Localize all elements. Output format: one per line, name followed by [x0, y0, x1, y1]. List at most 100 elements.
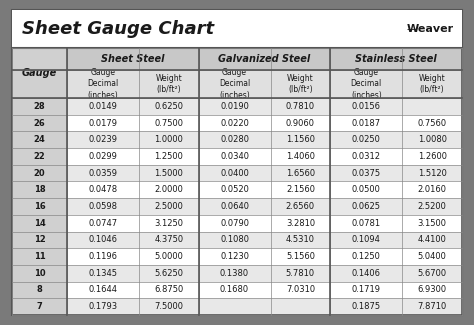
Text: 24: 24	[34, 135, 46, 144]
Text: 0.0239: 0.0239	[88, 135, 118, 144]
Text: 0.0478: 0.0478	[88, 185, 118, 194]
Text: 1.6560: 1.6560	[286, 169, 315, 178]
Bar	[67, 131, 462, 148]
Text: 2.5200: 2.5200	[418, 202, 447, 211]
Bar	[12, 48, 462, 315]
Text: 0.1380: 0.1380	[220, 269, 249, 278]
Text: 10: 10	[34, 269, 45, 278]
Text: 0.1680: 0.1680	[220, 285, 249, 294]
Text: 0.6250: 0.6250	[154, 102, 183, 111]
Text: 26: 26	[34, 119, 46, 127]
Bar	[67, 231, 462, 248]
Text: 0.0190: 0.0190	[220, 102, 249, 111]
Bar	[67, 70, 462, 98]
Bar	[67, 115, 462, 131]
Text: 1.0080: 1.0080	[418, 135, 447, 144]
Text: 5.7810: 5.7810	[286, 269, 315, 278]
Text: 5.6250: 5.6250	[154, 269, 183, 278]
Text: 0.7810: 0.7810	[286, 102, 315, 111]
Text: 0.0156: 0.0156	[352, 102, 381, 111]
Text: Sheet Steel: Sheet Steel	[101, 54, 164, 64]
Text: 1.4060: 1.4060	[286, 152, 315, 161]
Bar	[67, 148, 462, 165]
Text: 0.0299: 0.0299	[89, 152, 117, 161]
Text: 0.0187: 0.0187	[352, 119, 381, 127]
Text: 1.2600: 1.2600	[418, 152, 447, 161]
Text: 0.0179: 0.0179	[88, 119, 118, 127]
Text: 0.7500: 0.7500	[154, 119, 183, 127]
Text: 5.1560: 5.1560	[286, 252, 315, 261]
Bar	[67, 181, 462, 198]
Text: 7.5000: 7.5000	[154, 302, 183, 311]
Text: Sheet Gauge Chart: Sheet Gauge Chart	[22, 20, 214, 38]
Text: Galvanized Steel: Galvanized Steel	[219, 54, 310, 64]
Text: 1.0000: 1.0000	[154, 135, 183, 144]
Text: 1.2500: 1.2500	[154, 152, 183, 161]
Text: 18: 18	[34, 185, 45, 194]
Text: 0.0359: 0.0359	[88, 169, 118, 178]
Text: 3.1250: 3.1250	[154, 219, 183, 228]
Bar	[67, 165, 462, 181]
Text: 0.0280: 0.0280	[220, 135, 249, 144]
Text: Weaver: Weaver	[407, 24, 454, 34]
Text: Weight
(lb/ft²): Weight (lb/ft²)	[155, 74, 182, 94]
Text: 0.0340: 0.0340	[220, 152, 249, 161]
Text: 2.0000: 2.0000	[154, 185, 183, 194]
Bar	[67, 298, 462, 315]
Text: Weight
(lb/ft²): Weight (lb/ft²)	[419, 74, 446, 94]
Text: 0.1875: 0.1875	[352, 302, 381, 311]
Text: 14: 14	[34, 219, 46, 228]
Text: 4.3750: 4.3750	[154, 235, 183, 244]
Text: 2.5000: 2.5000	[154, 202, 183, 211]
Text: 7: 7	[36, 302, 42, 311]
Text: 3.2810: 3.2810	[286, 219, 315, 228]
Text: 1.5000: 1.5000	[154, 169, 183, 178]
Text: 2.1560: 2.1560	[286, 185, 315, 194]
Text: 0.0520: 0.0520	[220, 185, 249, 194]
Bar	[67, 265, 462, 282]
Text: 4.5310: 4.5310	[286, 235, 315, 244]
Text: 0.0149: 0.0149	[89, 102, 117, 111]
Text: 0.1046: 0.1046	[88, 235, 118, 244]
Text: 0.0747: 0.0747	[88, 219, 118, 228]
Text: 4.4100: 4.4100	[418, 235, 447, 244]
Text: 5.0000: 5.0000	[154, 252, 183, 261]
Text: 12: 12	[34, 235, 46, 244]
Text: 0.1196: 0.1196	[88, 252, 118, 261]
Text: 0.7560: 0.7560	[418, 119, 447, 127]
Text: 0.9060: 0.9060	[286, 119, 315, 127]
Text: 0.1345: 0.1345	[88, 269, 118, 278]
Text: 8: 8	[36, 285, 42, 294]
Bar	[67, 48, 462, 70]
Text: 5.0400: 5.0400	[418, 252, 447, 261]
Text: 0.0250: 0.0250	[352, 135, 381, 144]
Text: 0.1406: 0.1406	[352, 269, 381, 278]
Text: 3.1500: 3.1500	[418, 219, 447, 228]
Text: 0.0400: 0.0400	[220, 169, 249, 178]
Text: 0.0790: 0.0790	[220, 219, 249, 228]
Bar	[67, 282, 462, 298]
Text: Gauge: Gauge	[22, 68, 57, 78]
Text: 0.1094: 0.1094	[352, 235, 381, 244]
Text: 6.8750: 6.8750	[154, 285, 183, 294]
Text: 0.1250: 0.1250	[352, 252, 381, 261]
Text: 5.6700: 5.6700	[418, 269, 447, 278]
Text: 0.0312: 0.0312	[352, 152, 381, 161]
Text: 2.6560: 2.6560	[286, 202, 315, 211]
Text: 11: 11	[34, 252, 46, 261]
Text: 0.0220: 0.0220	[220, 119, 249, 127]
Text: Weight
(lb/ft²): Weight (lb/ft²)	[287, 74, 314, 94]
Text: 0.1080: 0.1080	[220, 235, 249, 244]
Text: 0.0625: 0.0625	[352, 202, 381, 211]
Text: 0.0640: 0.0640	[220, 202, 249, 211]
Text: Gauge
Decimal
(inches): Gauge Decimal (inches)	[351, 68, 382, 100]
Bar	[67, 215, 462, 231]
Text: 0.0500: 0.0500	[352, 185, 381, 194]
Text: 22: 22	[34, 152, 46, 161]
Text: 28: 28	[34, 102, 45, 111]
Text: 0.1719: 0.1719	[352, 285, 381, 294]
Text: 0.1230: 0.1230	[220, 252, 249, 261]
Text: 6.9300: 6.9300	[418, 285, 447, 294]
Text: Stainless Steel: Stainless Steel	[356, 54, 437, 64]
Text: 16: 16	[34, 202, 46, 211]
